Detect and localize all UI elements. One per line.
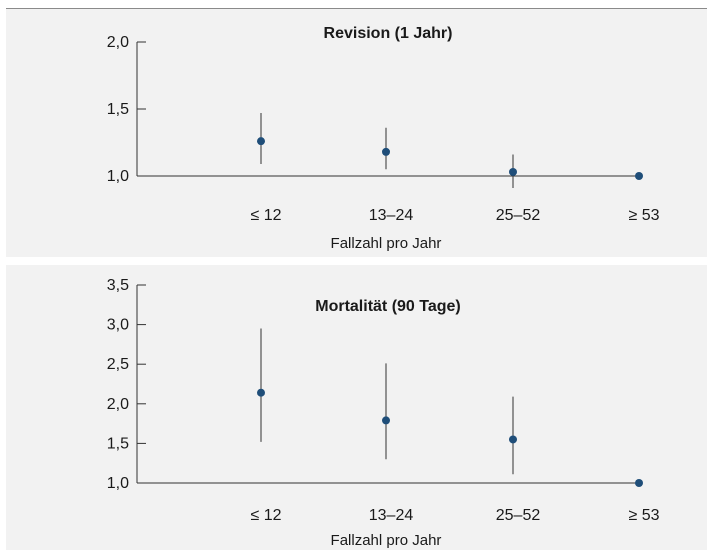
- y-tick-label: 1,0: [107, 475, 129, 492]
- y-tick-label: 3,5: [107, 277, 129, 294]
- data-point: [635, 172, 643, 180]
- y-tick-label: 2,0: [107, 34, 129, 51]
- y-tick-label: 1,0: [107, 168, 129, 185]
- data-point: [257, 137, 265, 146]
- chart-panel-revision: 1,0 1,5 2,0 Revision (1 Jahr) ≤ 12 13–24 25–52…: [6, 8, 707, 257]
- x-tick-label: 25–52: [496, 507, 541, 524]
- revision-chart: 1,0 1,5 2,0 Revision (1 Jahr) ≤ 12 13–24 25–52…: [107, 25, 660, 252]
- x-tick-label: 13–24: [369, 207, 414, 224]
- data-point: [509, 435, 517, 444]
- y-tick-label: 2,5: [107, 356, 129, 373]
- x-axis-title: Fallzahl pro Jahr: [331, 235, 442, 252]
- data-point: [382, 147, 390, 156]
- x-tick-label: ≥ 53: [628, 207, 659, 224]
- chart-panel-mortality: 1,0 1,5 2,0 2,5 3,0 3,5 Mortalität (90 Tage) ≤ …: [6, 265, 707, 550]
- data-point: [257, 388, 265, 397]
- y-tick-label: 1,5: [107, 101, 129, 118]
- y-tick-label: 1,5: [107, 435, 129, 452]
- x-axis-title: Fallzahl pro Jahr: [331, 532, 442, 549]
- data-point: [382, 416, 390, 425]
- x-tick-label: 13–24: [369, 507, 414, 524]
- chart-title: Mortalität (90 Tage): [315, 298, 461, 315]
- data-point: [509, 167, 517, 176]
- y-tick-label: 3,0: [107, 317, 129, 334]
- y-tick-label: 2,0: [107, 396, 129, 413]
- x-tick-label: ≤ 12: [250, 507, 281, 524]
- mortality-chart: 1,0 1,5 2,0 2,5 3,0 3,5 Mortalität (90 Tage) ≤ …: [107, 277, 660, 549]
- x-tick-label: ≤ 12: [250, 207, 281, 224]
- x-tick-label: 25–52: [496, 207, 541, 224]
- data-point: [635, 479, 643, 487]
- chart-title: Revision (1 Jahr): [324, 25, 453, 42]
- x-tick-label: ≥ 53: [628, 507, 659, 524]
